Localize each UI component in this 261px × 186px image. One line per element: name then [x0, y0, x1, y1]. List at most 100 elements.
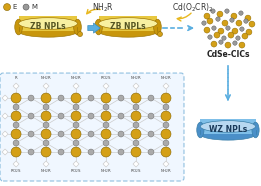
Text: WZ NPLs: WZ NPLs — [209, 125, 247, 134]
Polygon shape — [163, 161, 169, 167]
Circle shape — [71, 147, 81, 157]
Text: NH$_2$R: NH$_2$R — [40, 167, 52, 175]
Circle shape — [73, 122, 79, 128]
Circle shape — [58, 113, 64, 119]
Ellipse shape — [99, 25, 157, 37]
Circle shape — [161, 111, 171, 121]
Circle shape — [204, 27, 210, 33]
Circle shape — [236, 36, 240, 40]
Circle shape — [118, 149, 124, 155]
Circle shape — [233, 41, 237, 45]
Circle shape — [133, 140, 139, 146]
Circle shape — [41, 129, 51, 139]
Text: ZB NPLs: ZB NPLs — [30, 22, 66, 31]
Circle shape — [131, 111, 141, 121]
Ellipse shape — [99, 18, 157, 29]
Ellipse shape — [15, 19, 22, 35]
Circle shape — [101, 129, 111, 139]
Circle shape — [244, 19, 248, 23]
Circle shape — [225, 9, 229, 13]
Circle shape — [131, 129, 141, 139]
Circle shape — [246, 29, 252, 35]
Circle shape — [13, 122, 19, 128]
Circle shape — [216, 17, 220, 21]
Circle shape — [118, 113, 124, 119]
Bar — [99, 16, 157, 31]
Ellipse shape — [200, 121, 256, 132]
Circle shape — [212, 26, 216, 30]
Circle shape — [249, 21, 255, 27]
Ellipse shape — [95, 19, 102, 35]
Ellipse shape — [19, 25, 78, 37]
Polygon shape — [2, 131, 8, 137]
Circle shape — [163, 140, 169, 146]
Circle shape — [230, 18, 234, 22]
Circle shape — [245, 15, 251, 21]
Circle shape — [58, 95, 64, 101]
Circle shape — [41, 111, 51, 121]
Bar — [200, 119, 256, 134]
Circle shape — [204, 13, 210, 19]
Text: M: M — [31, 4, 37, 10]
Circle shape — [148, 113, 154, 119]
Circle shape — [133, 122, 139, 128]
Text: RO$_2$S: RO$_2$S — [100, 74, 112, 82]
Circle shape — [11, 111, 21, 121]
Polygon shape — [103, 161, 109, 167]
Circle shape — [41, 93, 51, 103]
Circle shape — [101, 111, 111, 121]
Polygon shape — [103, 83, 109, 89]
Circle shape — [163, 122, 169, 128]
Circle shape — [101, 93, 111, 103]
Circle shape — [239, 42, 245, 48]
Text: RO$_2$S: RO$_2$S — [70, 167, 82, 175]
Circle shape — [28, 113, 34, 119]
Circle shape — [11, 93, 21, 103]
Circle shape — [11, 129, 21, 139]
Circle shape — [73, 104, 79, 110]
Circle shape — [211, 9, 215, 13]
Circle shape — [161, 129, 171, 139]
Text: R: R — [15, 76, 17, 80]
Text: Cd(O$_2$CR)$_2$: Cd(O$_2$CR)$_2$ — [172, 2, 214, 14]
Circle shape — [13, 140, 19, 146]
Polygon shape — [13, 83, 19, 89]
Circle shape — [218, 28, 224, 34]
Circle shape — [58, 131, 64, 137]
Circle shape — [28, 95, 34, 101]
Polygon shape — [163, 83, 169, 89]
Circle shape — [161, 93, 171, 103]
Circle shape — [78, 32, 82, 37]
Text: CdSe-CICs: CdSe-CICs — [206, 49, 250, 59]
Circle shape — [88, 95, 94, 101]
Circle shape — [211, 41, 217, 47]
Circle shape — [43, 140, 49, 146]
Circle shape — [103, 104, 109, 110]
Circle shape — [236, 20, 242, 26]
Circle shape — [217, 11, 223, 17]
Circle shape — [219, 40, 223, 44]
Ellipse shape — [74, 19, 81, 35]
Circle shape — [118, 95, 124, 101]
Circle shape — [88, 113, 94, 119]
Polygon shape — [2, 95, 8, 101]
Circle shape — [214, 32, 220, 38]
Circle shape — [202, 21, 206, 25]
Circle shape — [231, 13, 237, 19]
Circle shape — [207, 18, 213, 24]
Circle shape — [133, 104, 139, 110]
Circle shape — [148, 95, 154, 101]
Circle shape — [225, 42, 231, 48]
Circle shape — [232, 28, 238, 34]
Polygon shape — [13, 161, 19, 167]
Circle shape — [88, 149, 94, 155]
Polygon shape — [133, 161, 139, 167]
Ellipse shape — [153, 19, 161, 35]
Ellipse shape — [197, 122, 204, 138]
Circle shape — [43, 104, 49, 110]
Circle shape — [118, 131, 124, 137]
Circle shape — [131, 147, 141, 157]
Circle shape — [222, 20, 228, 26]
Circle shape — [240, 27, 244, 31]
Circle shape — [148, 131, 154, 137]
